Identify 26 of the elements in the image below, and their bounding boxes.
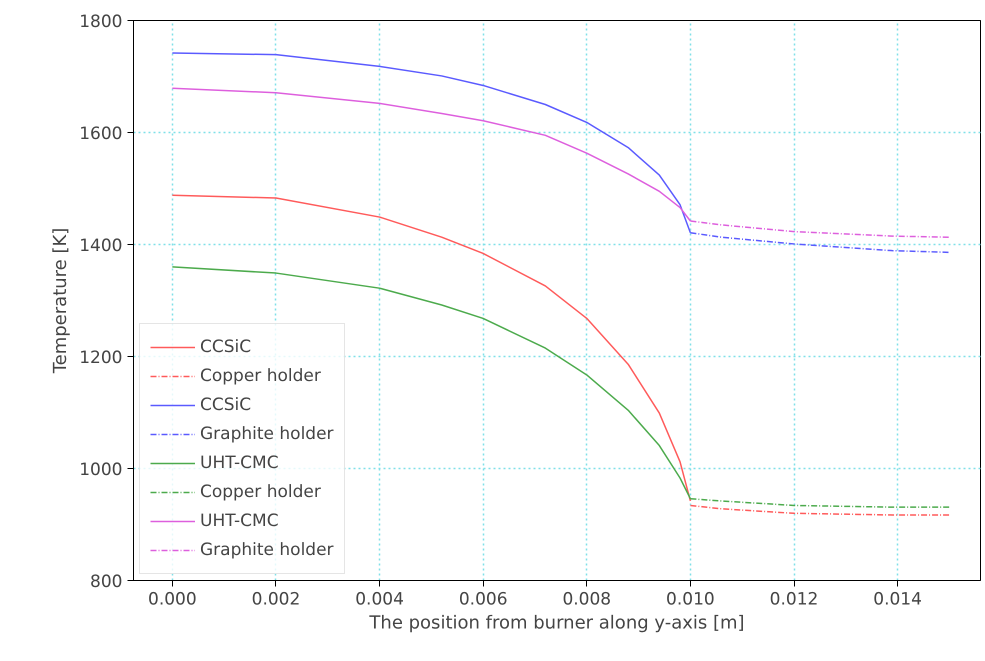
x-tick-label: 0.010 (666, 590, 715, 610)
legend-label: UHT-CMC (200, 510, 279, 533)
legend-label: Copper holder (200, 481, 321, 504)
y-tick-label: 800 (90, 572, 123, 592)
legend-label: Graphite holder (200, 423, 334, 446)
y-tick-label: 1800 (79, 12, 122, 32)
x-tick-label: 0.006 (458, 590, 508, 610)
legend-label: CCSiC (200, 394, 252, 417)
legend-label: Graphite holder (200, 539, 334, 562)
x-axis-title: The position from burner along y-axis [m] (368, 612, 745, 634)
line-series (172, 194, 692, 502)
x-tick-label: 0.008 (562, 590, 612, 610)
x-tick-label: 0.014 (873, 590, 922, 610)
y-axis-title: Temperature [K] (50, 228, 72, 374)
y-tick-label: 1200 (79, 348, 122, 368)
y-tick-label: 1000 (79, 460, 122, 480)
legend-label: UHT-CMC (200, 452, 279, 475)
x-tick-label: 0.000 (148, 590, 197, 610)
legend-label: CCSiC (200, 336, 252, 359)
y-tick-label: 1400 (79, 236, 122, 256)
line-series (690, 504, 950, 516)
legend-label: Copper holder (200, 365, 321, 388)
y-tick-label: 1600 (79, 124, 122, 144)
x-tick-label: 0.002 (252, 590, 300, 610)
x-tick-label: 0.004 (355, 590, 404, 610)
x-tick-label: 0.012 (770, 590, 818, 610)
